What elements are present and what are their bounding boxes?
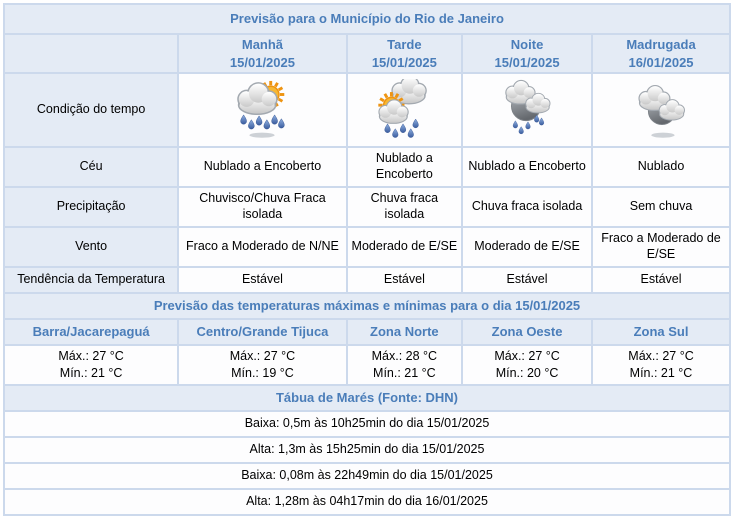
precip-manha: Chuvisco/Chuva Fraca isolada bbox=[177, 186, 348, 229]
sky-tarde: Nublado a Encoberto bbox=[345, 146, 464, 189]
temps-norte: Máx.: 28 °C Mín.: 21 °C bbox=[345, 344, 464, 387]
moon-clouds-rain-icon bbox=[464, 75, 590, 145]
row-label-vento: Vento bbox=[2, 226, 180, 269]
weather-forecast-table: Previsão para o Município do Rio de Jane… bbox=[2, 3, 731, 516]
period-date: 15/01/2025 bbox=[371, 54, 437, 70]
tides-section-title: Tábua de Marés (Fonte: DHN) bbox=[3, 384, 731, 413]
zone-header-oeste: Zona Oeste bbox=[461, 318, 594, 347]
precip-tarde: Chuva fraca isolada bbox=[345, 186, 464, 229]
tide-entry-3: Baixa: 0,08m às 22h49min do dia 15/01/20… bbox=[3, 462, 731, 491]
temp-min: Mín.: 19 °C bbox=[231, 366, 294, 381]
tide-entry-4: Alta: 1,28m às 04h17min do dia 16/01/202… bbox=[3, 488, 731, 516]
sky-madrugada: Nublado bbox=[591, 146, 731, 189]
zone-header-centro: Centro/Grande Tijuca bbox=[177, 318, 348, 347]
corner-cell bbox=[2, 32, 180, 75]
temp-max: Máx.: 27 °C bbox=[229, 348, 296, 363]
sun-clouds-rain-icon bbox=[349, 75, 460, 145]
row-label-precipitacao: Precipitação bbox=[2, 186, 180, 229]
temperatures-section-title: Previsão das temperaturas máximas e míni… bbox=[3, 292, 731, 321]
trend-manha: Estável bbox=[177, 266, 348, 295]
temp-min: Mín.: 21 °C bbox=[629, 366, 693, 381]
sky-noite: Nublado a Encoberto bbox=[461, 146, 594, 189]
weather-icon-cell-madrugada bbox=[591, 72, 731, 149]
sun-cloud-rain-icon bbox=[180, 75, 344, 145]
period-date: 15/01/2025 bbox=[229, 54, 295, 70]
period-label: Madrugada bbox=[626, 37, 696, 52]
temp-min: Mín.: 20 °C bbox=[495, 366, 559, 381]
temp-max: Máx.: 28 °C bbox=[371, 348, 438, 363]
row-label-ceu: Céu bbox=[2, 146, 180, 189]
period-date: 16/01/2025 bbox=[628, 54, 694, 70]
period-label: Manhã bbox=[241, 37, 284, 52]
temp-min: Mín.: 21 °C bbox=[373, 366, 436, 381]
row-label-condicao: Condição do tempo bbox=[2, 72, 180, 149]
period-label: Noite bbox=[510, 37, 544, 52]
temp-max: Máx.: 27 °C bbox=[628, 348, 694, 363]
moon-clouds-icon bbox=[594, 75, 728, 145]
precip-noite: Chuva fraca isolada bbox=[461, 186, 594, 229]
wind-manha: Fraco a Moderado de N/NE bbox=[177, 226, 348, 269]
zone-header-sul: Zona Sul bbox=[591, 318, 731, 347]
forecast-title: Previsão para o Município do Rio de Jane… bbox=[3, 3, 731, 35]
temp-max: Máx.: 27 °C bbox=[58, 348, 124, 363]
column-header-noite: Noite 15/01/2025 bbox=[461, 32, 594, 75]
period-label: Tarde bbox=[387, 37, 422, 52]
weather-icon-cell-tarde bbox=[345, 72, 464, 149]
temps-centro: Máx.: 27 °C Mín.: 19 °C bbox=[177, 344, 348, 387]
weather-bulletin-page: { "colors": { "accent": "#4a7db9", "head… bbox=[2, 3, 731, 516]
trend-noite: Estável bbox=[461, 266, 594, 295]
wind-tarde: Moderado de E/SE bbox=[345, 226, 464, 269]
weather-icon-cell-noite bbox=[461, 72, 594, 149]
temps-sul: Máx.: 27 °C Mín.: 21 °C bbox=[591, 344, 731, 387]
row-label-tendencia: Tendência da Temperatura bbox=[2, 266, 180, 295]
column-header-madrugada: Madrugada 16/01/2025 bbox=[591, 32, 731, 75]
zone-header-barra: Barra/Jacarepaguá bbox=[2, 318, 180, 347]
period-date: 15/01/2025 bbox=[494, 54, 560, 70]
temps-barra: Máx.: 27 °C Mín.: 21 °C bbox=[2, 344, 180, 387]
temps-oeste: Máx.: 27 °C Mín.: 20 °C bbox=[461, 344, 594, 387]
wind-madrugada: Fraco a Moderado de E/SE bbox=[591, 226, 731, 269]
sky-manha: Nublado a Encoberto bbox=[177, 146, 348, 189]
zone-header-norte: Zona Norte bbox=[345, 318, 464, 347]
temp-min: Mín.: 21 °C bbox=[59, 366, 123, 381]
column-header-tarde: Tarde 15/01/2025 bbox=[345, 32, 464, 75]
tide-entry-1: Baixa: 0,5m às 10h25min do dia 15/01/202… bbox=[3, 410, 731, 439]
temp-max: Máx.: 27 °C bbox=[494, 348, 560, 363]
precip-madrugada: Sem chuva bbox=[591, 186, 731, 229]
weather-icon-cell-manha bbox=[177, 72, 348, 149]
wind-noite: Moderado de E/SE bbox=[461, 226, 594, 269]
column-header-manha: Manhã 15/01/2025 bbox=[177, 32, 348, 75]
tide-entry-2: Alta: 1,3m às 15h25min do dia 15/01/2025 bbox=[3, 436, 731, 465]
trend-madrugada: Estável bbox=[591, 266, 731, 295]
trend-tarde: Estável bbox=[345, 266, 464, 295]
